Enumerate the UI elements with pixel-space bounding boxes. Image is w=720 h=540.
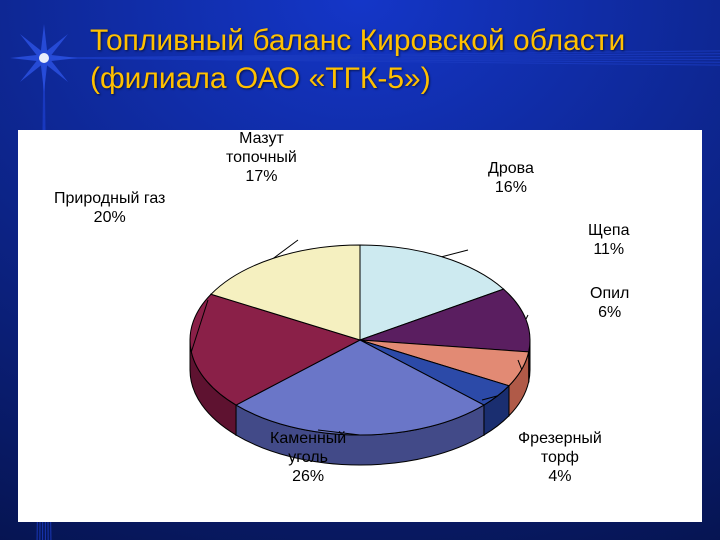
pie-tops: [190, 245, 530, 435]
slice-label: Щепа 11%: [588, 222, 629, 260]
slide: Топливный баланс Кировской области (фили…: [0, 0, 720, 540]
slice-label: Природный газ 20%: [54, 190, 165, 228]
slice-label: Каменный уголь 26%: [270, 430, 346, 487]
slice-label: Мазут топочный 17%: [226, 130, 297, 187]
slice-label: Опил 6%: [590, 285, 629, 323]
slice-label: Фрезерный торф 4%: [518, 430, 602, 487]
chart-panel: Дрова 16% Щепа 11% Опил 6% Фрезерный торф 4…: [18, 130, 702, 522]
slice-label: Дрова 16%: [488, 160, 534, 198]
slide-title: Топливный баланс Кировской области (фили…: [90, 22, 670, 97]
